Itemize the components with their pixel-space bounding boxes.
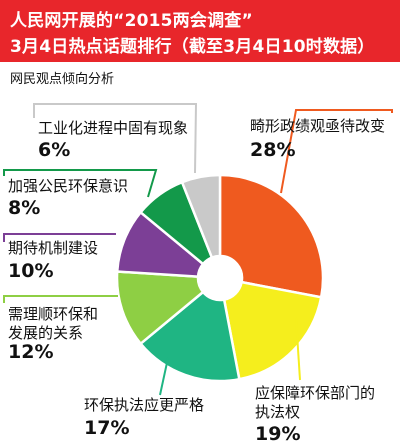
pie-slice-6: [180, 173, 222, 260]
slice-label-2: 环保执法应更严格: [84, 396, 204, 414]
leader-line-3: [3, 295, 118, 303]
slice-value-2: 17%: [84, 417, 129, 439]
chart-title: 网民观点倾向分析: [10, 72, 115, 87]
leader-line-2: [159, 357, 169, 396]
slice-value-3: 12%: [8, 341, 53, 363]
slice-value-6: 6%: [38, 139, 70, 161]
slice-value-5: 8%: [8, 197, 40, 219]
slice-label-0: 畸形政绩观亟待改变: [250, 117, 385, 135]
slice-value-4: 10%: [8, 260, 53, 282]
pie-slice-0: [218, 173, 325, 299]
slice-label-6: 工业化进程中固有现象: [38, 119, 188, 137]
leader-line-6: [33, 103, 198, 174]
slice-label-5: 加强公民环保意识: [8, 177, 128, 195]
header-title-line2: 3月4日热点话题排行（截至3月4日10时数据）: [10, 37, 375, 57]
slice-value-1: 19%: [255, 423, 300, 445]
leader-line-1: [295, 317, 301, 381]
slice-label-3: 需理顺环保和发展的关系: [8, 305, 98, 342]
header-title-line1: 人民网开展的“2015两会调查”: [10, 11, 253, 31]
pie-slice-3: [115, 270, 205, 346]
leader-line-0: [280, 109, 393, 194]
leader-line-5: [3, 169, 158, 198]
leader-line-4: [3, 233, 116, 242]
header-banner: 人民网开展的“2015两会调查” 3月4日热点话题排行（截至3月4日10时数据）: [0, 0, 400, 62]
pie-slice-1: [222, 280, 323, 381]
pie-slice-2: [138, 290, 241, 383]
slice-label-1: 应保障环保部门的执法权: [255, 384, 375, 421]
slice-value-0: 28%: [250, 139, 295, 161]
slice-label-4: 期待机制建设: [8, 239, 98, 257]
